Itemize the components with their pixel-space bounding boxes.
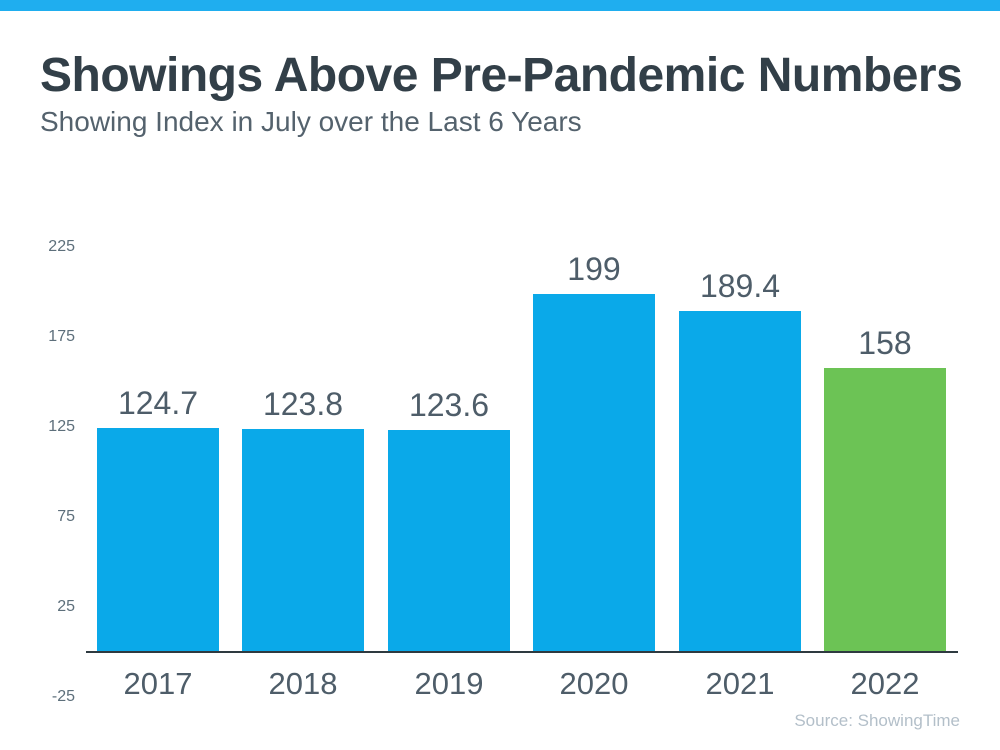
x-axis-label-2021: 2021 — [705, 666, 775, 701]
bar-value-label-2022: 158 — [858, 325, 912, 361]
x-axis-label-2019: 2019 — [414, 666, 484, 701]
y-axis-tick-125: 125 — [48, 418, 75, 435]
x-axis-label-2018: 2018 — [268, 666, 338, 701]
y-axis-tick--25: -25 — [51, 688, 75, 705]
top-accent-bar — [0, 0, 1000, 11]
bar-2022 — [824, 368, 946, 651]
x-axis-label-2022: 2022 — [850, 666, 920, 701]
bar-value-label-2018: 123.8 — [262, 386, 344, 422]
x-axis-line — [86, 651, 958, 653]
bar-2020 — [533, 294, 655, 651]
source-credit: Source: ShowingTime — [794, 711, 960, 730]
y-axis-tick-25: 25 — [57, 598, 75, 615]
x-axis-label-2020: 2020 — [559, 666, 629, 701]
bar-value-label-2020: 199 — [567, 251, 621, 287]
y-axis-tick-175: 175 — [48, 328, 75, 345]
x-axis-label-2017: 2017 — [123, 666, 193, 701]
bar-2019 — [388, 430, 510, 651]
chart-title: Showings Above Pre-Pandemic Numbers — [40, 49, 963, 102]
bar-value-label-2019: 123.6 — [408, 387, 490, 423]
bar-value-label-2017: 124.7 — [117, 385, 199, 421]
bar-2018 — [242, 429, 364, 651]
bar-2017 — [97, 428, 219, 651]
y-axis-tick-75: 75 — [57, 508, 75, 525]
y-axis-tick-225: 225 — [48, 238, 75, 255]
bar-value-label-2021: 189.4 — [699, 268, 781, 304]
chart-subtitle: Showing Index in July over the Last 6 Ye… — [40, 106, 582, 137]
bar-2021 — [679, 311, 801, 651]
